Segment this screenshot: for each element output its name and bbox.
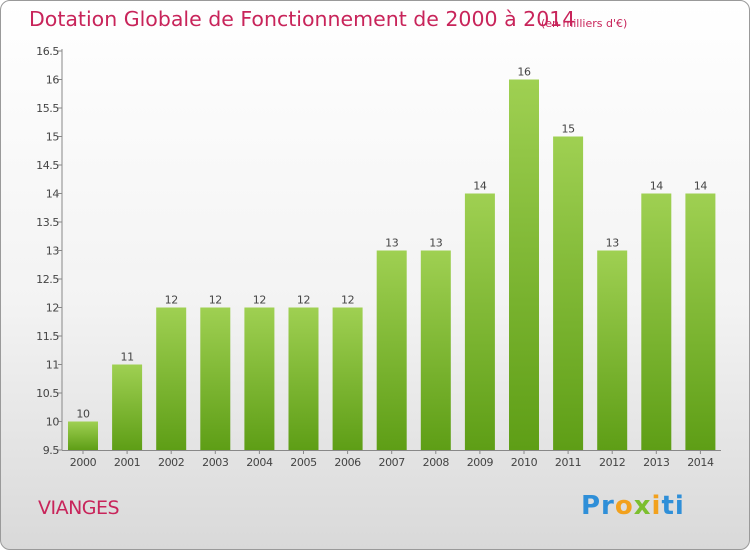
proxiti-logo: Proxiti xyxy=(581,491,685,521)
bar xyxy=(641,193,672,450)
x-tick-label: 2006 xyxy=(334,456,361,469)
logo-letters-2: o xyxy=(614,491,634,521)
y-tick-label: 11 xyxy=(46,359,59,372)
x-tick-label: 2013 xyxy=(643,456,670,469)
x-tick-label: 2001 xyxy=(114,456,140,469)
y-tick-label: 10.5 xyxy=(36,387,59,400)
bar xyxy=(553,136,584,450)
x-tick-label: 2008 xyxy=(423,456,450,469)
x-tick-label: 2002 xyxy=(158,456,184,469)
bar xyxy=(685,193,716,450)
data-label: 14 xyxy=(473,180,487,193)
y-tick-label: 14 xyxy=(46,188,60,201)
x-tick-label: 2004 xyxy=(246,456,273,469)
bar xyxy=(597,250,628,450)
y-tick-label: 16.5 xyxy=(36,45,59,58)
x-tick-label: 2000 xyxy=(70,456,97,469)
data-label: 12 xyxy=(165,294,178,307)
data-label: 14 xyxy=(650,180,664,193)
bar xyxy=(112,364,143,450)
bar xyxy=(332,307,363,450)
y-tick-label: 15.5 xyxy=(36,102,59,115)
data-label: 12 xyxy=(209,294,222,307)
logo-letters-5: ti xyxy=(661,491,685,521)
logo-letters-3: x xyxy=(633,491,652,521)
logo-letters-1: Pr xyxy=(581,491,615,521)
data-label: 16 xyxy=(517,66,531,79)
commune-name: VIANGES xyxy=(38,497,120,519)
bar xyxy=(420,250,451,450)
bar xyxy=(376,250,407,450)
data-label: 12 xyxy=(297,294,310,307)
bar xyxy=(464,193,495,450)
x-tick-label: 2005 xyxy=(290,456,317,469)
y-tick-label: 16 xyxy=(46,74,60,87)
chart-subtitle: (en milliers d'€) xyxy=(541,17,628,30)
chart-title: Dotation Globale de Fonctionnement de 20… xyxy=(29,7,576,31)
bar xyxy=(156,307,187,450)
x-tick-label: 2003 xyxy=(202,456,229,469)
data-label: 10 xyxy=(76,408,90,421)
x-tick-label: 2009 xyxy=(467,456,494,469)
y-tick-label: 12 xyxy=(46,302,59,315)
y-tick-label: 13.5 xyxy=(36,216,59,229)
y-tick-label: 9.5 xyxy=(43,444,60,457)
data-label: 14 xyxy=(694,180,708,193)
bar xyxy=(288,307,319,450)
bar xyxy=(200,307,231,450)
y-tick-label: 10 xyxy=(46,416,60,429)
x-tick-label: 2014 xyxy=(687,456,714,469)
logo-letters-4: i xyxy=(651,491,662,521)
y-tick-label: 15 xyxy=(46,131,60,144)
bar xyxy=(244,307,275,450)
data-label: 13 xyxy=(606,237,620,250)
y-tick-label: 12.5 xyxy=(36,273,59,286)
y-tick-label: 14.5 xyxy=(36,159,59,172)
bar xyxy=(509,79,539,450)
x-tick-label: 2010 xyxy=(511,456,538,469)
x-tick-label: 2011 xyxy=(555,456,581,469)
bar xyxy=(68,421,98,450)
data-label: 15 xyxy=(561,123,575,136)
x-tick-label: 2007 xyxy=(378,456,405,469)
data-label: 12 xyxy=(341,294,354,307)
data-label: 11 xyxy=(120,351,133,364)
data-label: 13 xyxy=(429,237,443,250)
y-tick-label: 13 xyxy=(46,245,60,258)
x-tick-label: 2012 xyxy=(599,456,625,469)
y-tick-label: 11.5 xyxy=(36,330,59,343)
data-label: 12 xyxy=(253,294,266,307)
data-label: 13 xyxy=(385,237,399,250)
